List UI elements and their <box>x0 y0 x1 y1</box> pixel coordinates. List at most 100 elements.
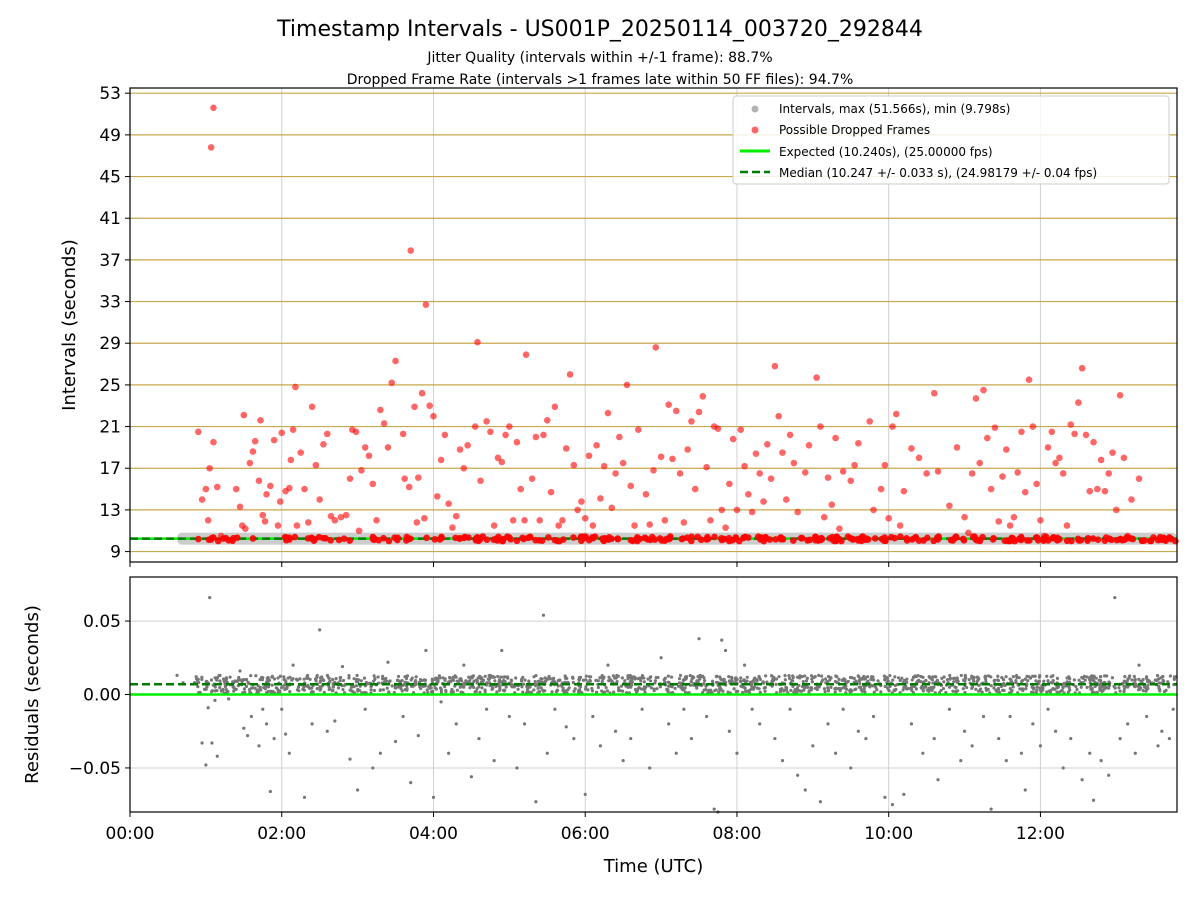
residual-point <box>952 676 957 680</box>
residual-point <box>573 687 577 691</box>
residual-point <box>989 684 993 688</box>
dropped-frame-point <box>436 536 444 543</box>
residual-point <box>996 688 1000 692</box>
legend-label-median: Median (10.247 +/- 0.033 s), (24.98179 +… <box>779 166 1097 180</box>
residual-point <box>483 674 487 678</box>
dropped-frame-point <box>1108 536 1115 544</box>
residual-point <box>1122 679 1126 683</box>
residual-point <box>909 722 914 726</box>
residual-point <box>821 678 825 682</box>
residual-point <box>640 707 644 711</box>
dropped-frame-point <box>198 496 206 503</box>
residual-point <box>1061 766 1065 770</box>
residual-point <box>758 722 762 726</box>
dropped-frame-point <box>782 496 790 503</box>
residual-point <box>227 697 231 701</box>
dropped-frame-point <box>887 533 895 541</box>
dropped-frame-point <box>528 475 536 482</box>
dropped-frame-point <box>521 517 528 524</box>
dropped-frame-point <box>984 434 991 442</box>
dropped-frame-point <box>340 535 348 542</box>
residual-point <box>1080 778 1084 782</box>
residual-point <box>1026 679 1030 683</box>
residual-point <box>572 736 576 741</box>
residual-point <box>936 778 940 782</box>
residual-point <box>405 688 409 692</box>
residual-point <box>473 690 477 694</box>
residual-point <box>1011 675 1015 679</box>
dropped-frame-point <box>373 517 380 524</box>
dropped-frame-point <box>881 461 889 469</box>
residual-point <box>1034 679 1038 683</box>
residual-point <box>341 687 345 692</box>
residual-point <box>472 679 476 684</box>
residual-point <box>1060 688 1064 692</box>
dropped-frame-point <box>828 501 836 509</box>
residual-point <box>602 690 607 694</box>
residual-point <box>802 688 806 692</box>
residual-point <box>280 707 284 711</box>
residual-point <box>598 744 602 748</box>
dropped-frame-point <box>217 532 225 540</box>
residual-point <box>674 751 678 755</box>
dropped-frame-point <box>688 418 695 425</box>
dropped-frame-point <box>312 461 320 469</box>
residual-point <box>609 678 613 683</box>
dropped-frame-point <box>464 442 471 449</box>
dropped-frame-point <box>1086 487 1094 495</box>
residual-point <box>856 729 860 733</box>
residual-point <box>1068 688 1072 692</box>
dropped-frame-point <box>422 301 430 308</box>
dropped-frame-point <box>380 534 387 542</box>
dropped-frame-point <box>263 490 270 498</box>
residual-point <box>310 722 314 726</box>
residual-point <box>1172 676 1177 680</box>
residual-point <box>975 679 979 684</box>
dropped-frame-point <box>635 426 642 433</box>
residual-point <box>1098 686 1102 690</box>
residual-point <box>941 686 946 691</box>
residual-point <box>871 714 876 719</box>
residual-point <box>536 686 540 690</box>
residual-point <box>372 674 376 678</box>
residual-point <box>447 751 451 755</box>
residual-point <box>208 595 212 600</box>
dropped-frame-point <box>1006 537 1013 545</box>
residual-point <box>997 690 1001 694</box>
residual-point <box>902 685 906 689</box>
residual-point <box>512 685 516 689</box>
dropped-frame-point <box>790 459 798 467</box>
dropped-frame-point <box>415 474 422 481</box>
residual-point <box>448 675 452 680</box>
residual-point <box>328 687 332 691</box>
residual-point <box>615 680 619 684</box>
residual-point <box>333 719 337 723</box>
residual-point <box>561 686 565 690</box>
residual-point <box>278 674 282 678</box>
dropped-frame-point <box>392 357 399 365</box>
residual-point <box>739 676 743 680</box>
dropped-frame-point <box>953 444 961 451</box>
residual-point <box>336 686 341 690</box>
residual-point <box>521 690 525 694</box>
residual-point <box>1171 707 1175 711</box>
bottom-y-axis-label: Residuals (seconds) <box>22 605 43 784</box>
residual-point <box>1117 686 1121 690</box>
residual-point <box>1137 677 1141 681</box>
residual-point <box>678 673 683 678</box>
residual-point <box>257 744 261 748</box>
residual-point <box>272 736 276 741</box>
dropped-frame-point <box>297 449 305 456</box>
dropped-frame-point <box>394 536 401 544</box>
x-axis-label: Time (UTC) <box>603 856 704 877</box>
residual-point <box>902 792 906 796</box>
residual-point <box>879 690 883 694</box>
residual-point <box>328 679 332 683</box>
residual-point <box>833 690 837 694</box>
residual-point <box>563 674 567 678</box>
residual-point <box>977 683 981 687</box>
residual-point <box>496 674 500 679</box>
residual-point <box>341 678 346 683</box>
residual-point <box>244 684 249 688</box>
dropped-frame-point <box>968 470 976 477</box>
